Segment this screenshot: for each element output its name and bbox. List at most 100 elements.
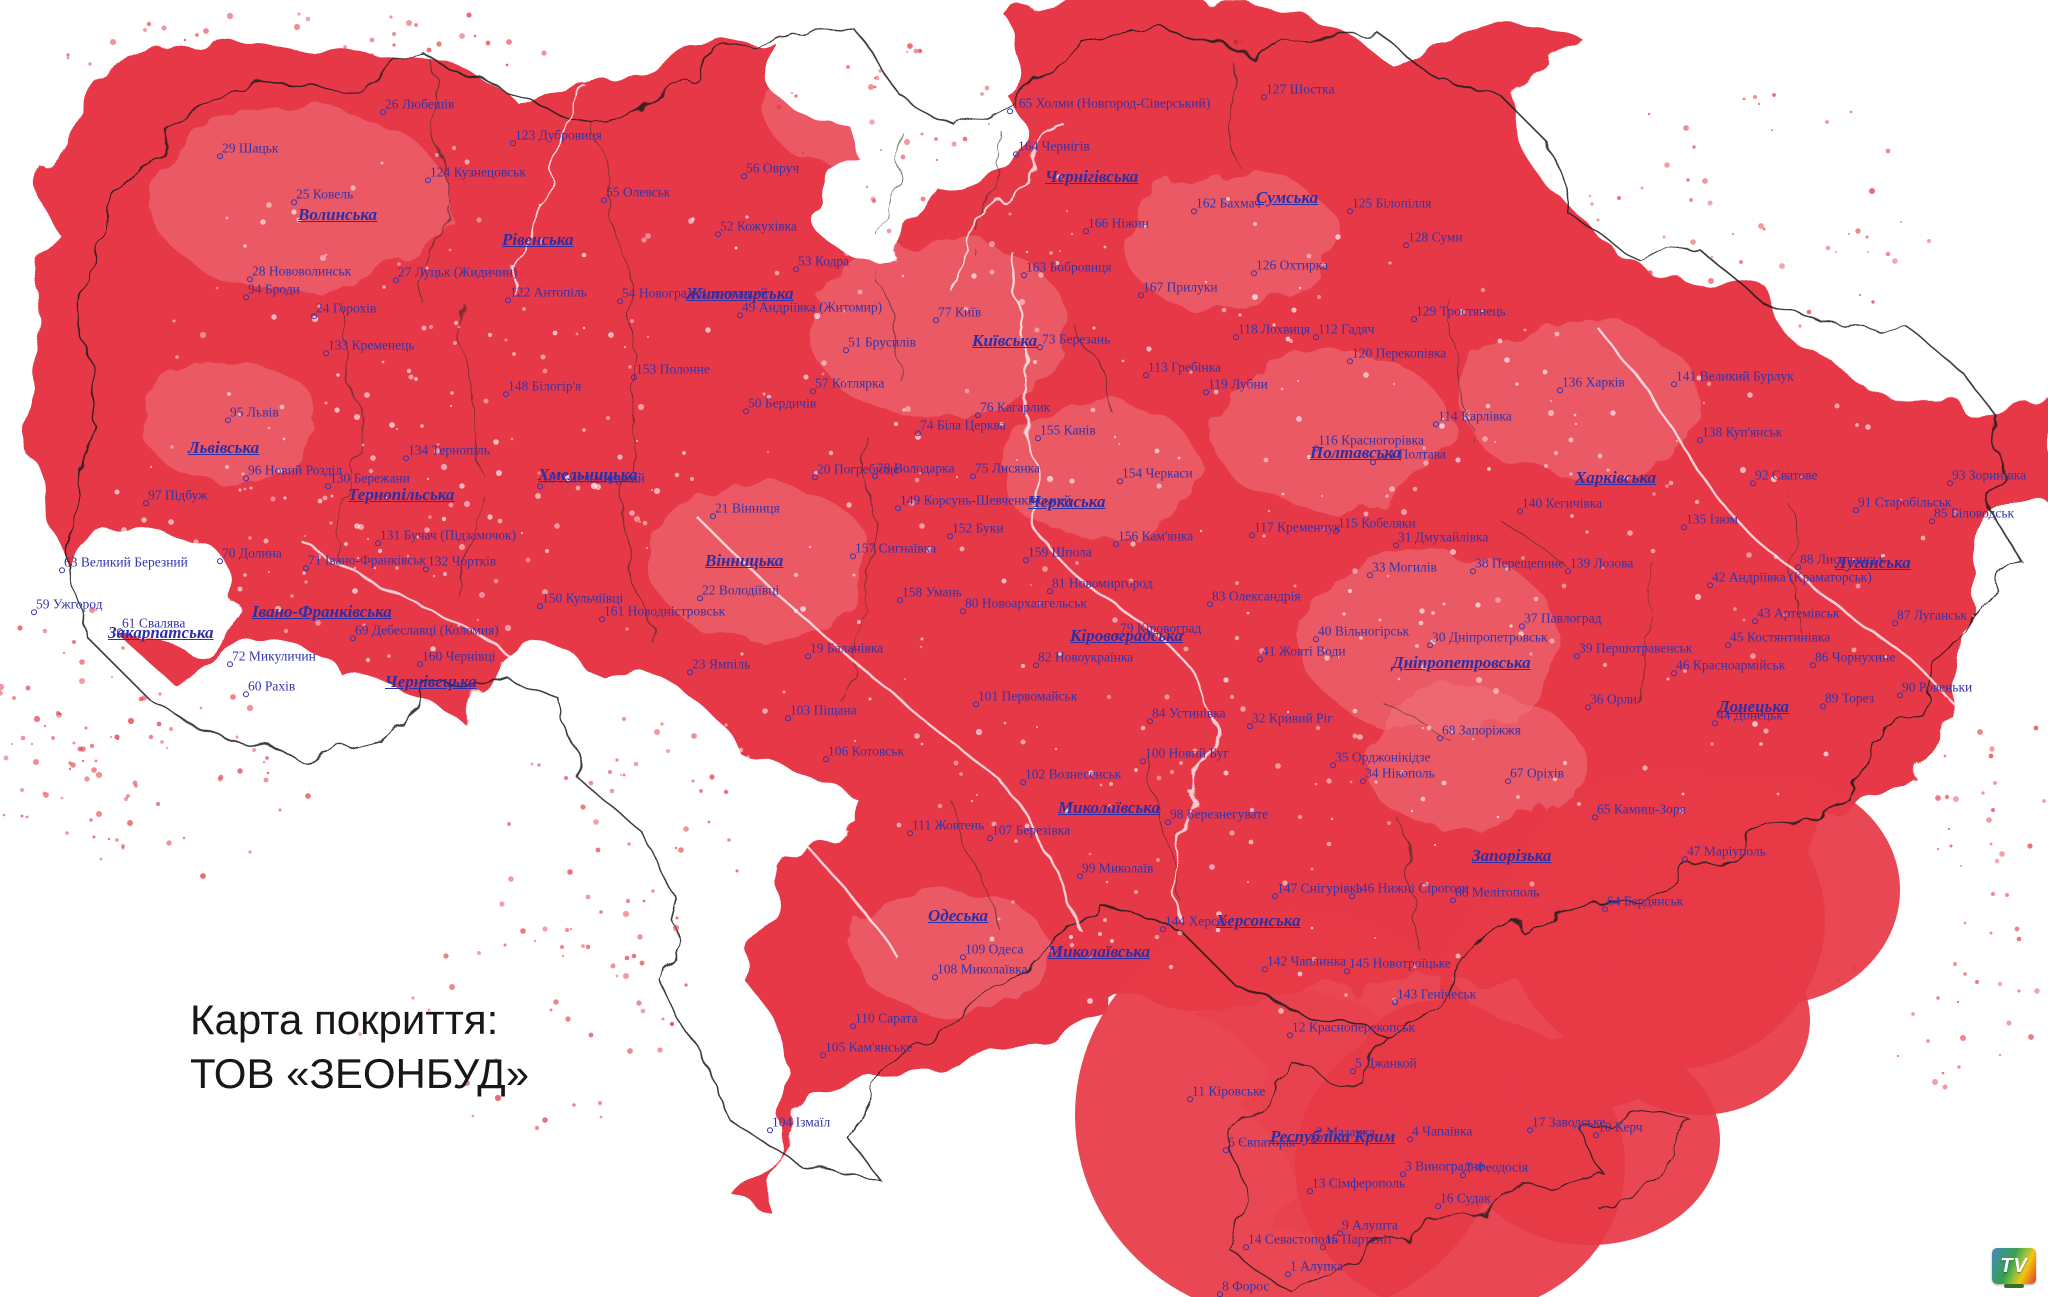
- site-label: 131 Бучач (Підзамочок): [374, 527, 517, 546]
- site-label: 69 Дебеславці (Коломия): [350, 622, 499, 641]
- site-label: 161 Новодністровськ: [598, 603, 726, 622]
- site-label: 31 Дмухайлівка: [1392, 529, 1489, 548]
- oblast-label: Тернопільська: [348, 485, 455, 504]
- site-label: 1 Алупка: [1285, 1258, 1343, 1277]
- oblast-label: Черкаська: [1028, 492, 1106, 511]
- site-label: 8 Форос: [1216, 1278, 1270, 1297]
- site-label: 9 Алушта: [1337, 1217, 1398, 1236]
- site-label: 89 Торез: [1819, 690, 1875, 709]
- site-label: 63 Великий Березний: [59, 554, 188, 573]
- site-label: 101 Первомайськ: [972, 688, 1078, 707]
- site-label: 110 Сарата: [850, 1010, 918, 1029]
- oblast-label: Полтавська: [1310, 443, 1402, 462]
- site-label: 7 Феодосія: [1459, 1159, 1529, 1178]
- tv-logo-text: TV: [2000, 1254, 2028, 1277]
- site-label: 65 Камиш-Зоря: [1592, 801, 1686, 820]
- site-label: 103 Піщана: [785, 702, 857, 721]
- site-label: 24 Горохів: [310, 300, 377, 319]
- site-label: 21 Вінниця: [710, 500, 780, 519]
- site-label: 56 Овруч: [740, 160, 800, 179]
- site-label: 104 Ізмаїл: [766, 1114, 831, 1133]
- site-label: 147 Снігурівка: [1271, 880, 1363, 899]
- site-label: 37 Павлоград: [1518, 610, 1602, 629]
- site-label: 46 Красноармійськ: [1670, 657, 1786, 676]
- site-label: 35 Орджонікідзе: [1329, 749, 1431, 768]
- site-label: 44 Донецьк: [1712, 707, 1783, 726]
- site-label: 108 Миколаївка: [932, 961, 1028, 980]
- oblast-label: Донецька: [1718, 697, 1790, 716]
- oblast-label: Сумська: [1256, 188, 1319, 207]
- oblast-label: Кіровоградська: [1070, 626, 1183, 645]
- site-label: 164 Чернігів: [1013, 138, 1090, 157]
- site-label: 52 Кожухівка: [715, 218, 797, 237]
- site-label: 57 Котлярка: [809, 375, 885, 394]
- site-label: 128 Суми: [1403, 229, 1463, 248]
- site-label: 117 Кременчук: [1249, 519, 1341, 538]
- oblast-label: Луганська: [1835, 553, 1911, 572]
- site-label: 154 Черкаси: [1117, 465, 1193, 484]
- site-label: 6 Євпаторія: [1222, 1134, 1296, 1153]
- site-label: 22 Володіївці: [696, 582, 780, 601]
- site-label: 121 Полтава: [1370, 446, 1446, 465]
- site-label: 36 Орли: [1584, 691, 1638, 710]
- site-label: 39 Першотравенськ: [1573, 640, 1693, 659]
- site-label: 92 Сватове: [1749, 467, 1818, 486]
- site-label: 79 Кіровоград: [1114, 620, 1202, 639]
- oblast-label: Запорізька: [1472, 846, 1552, 865]
- site-label: 167 Прилуки: [1138, 279, 1218, 298]
- site-label: 159 Шпола: [1023, 544, 1092, 563]
- site-label: 68 Запоріжжя: [1437, 722, 1521, 741]
- site-label: 3 Виноградне: [1400, 1158, 1484, 1177]
- oblast-label: Чернігівська: [1045, 167, 1139, 186]
- site-label: 17 Заводське: [1527, 1114, 1606, 1133]
- site-label: 109 Одеса: [960, 941, 1024, 960]
- oblast-label: Закарпатська: [108, 623, 214, 642]
- site-label: 33 Могилів: [1367, 559, 1437, 578]
- site-label: 148 Білогір'я: [502, 378, 582, 397]
- site-label: 132 Чортків: [422, 553, 497, 572]
- site-label: 60 Рахів: [242, 678, 296, 697]
- site-label: 118 Лохвиця: [1232, 321, 1311, 340]
- site-label: 43 Артемівськ: [1751, 605, 1840, 624]
- site-label: 40 Вільногірськ: [1312, 623, 1410, 642]
- site-label: 64 Бердянськ: [1601, 893, 1684, 912]
- site-label: 153 Полонне: [631, 361, 710, 380]
- site-label: 11 Кіровське: [1186, 1083, 1266, 1102]
- site-label: 90 Ровеньки: [1896, 679, 1973, 698]
- site-label: 10 Керч: [1593, 1119, 1643, 1138]
- site-label: 98 Березнегувате: [1164, 806, 1269, 825]
- site-label: 100 Новий Буг: [1139, 745, 1230, 764]
- site-label: 5 Джанкой: [1350, 1055, 1417, 1074]
- site-label: 4 Чапаївка: [1406, 1123, 1473, 1142]
- site-label: 51 Брусилів: [842, 334, 917, 353]
- site-label: 94 Броди: [243, 281, 300, 300]
- site-label: 150 Кульчіївці: [536, 590, 624, 609]
- site-label: 127 Шостка: [1261, 81, 1335, 100]
- site-label: 141 Великий Бурлук: [1671, 368, 1794, 387]
- site-label: 81 Новомиргород: [1047, 575, 1153, 594]
- site-label: 72 Микуличин: [227, 648, 316, 667]
- site-label: 134 Тернопіль: [403, 442, 490, 461]
- map-title-line2: ТОВ «ЗЕОНБУД»: [190, 1049, 530, 1097]
- site-label: 165 Холми (Новгород-Сіверський): [1006, 95, 1211, 114]
- site-label: 133 Кременець: [323, 337, 415, 356]
- site-label: 54 Новоград-Волинський: [617, 285, 768, 304]
- oblast-label: Рівенська: [502, 230, 574, 249]
- site-label: 71 Івано-Франківськ: [303, 552, 426, 571]
- site-label: 107 Березівка: [986, 822, 1071, 841]
- site-label: 2 Мазанка: [1310, 1124, 1376, 1143]
- site-label: 119 Лубни: [1203, 376, 1268, 395]
- oblast-label: Івано-Франківська: [252, 602, 392, 621]
- site-label: 96 Новий Розділ: [243, 462, 342, 481]
- tv-logo: TV: [1992, 1248, 2036, 1288]
- site-label: 111 Жовтень: [906, 817, 985, 836]
- oblast-label: Львівська: [188, 438, 260, 457]
- site-label: 146 Нижні Сірогози: [1348, 880, 1470, 899]
- site-label: 78 Володарка: [872, 460, 955, 479]
- site-label: 30 Дніпропетровськ: [1427, 629, 1548, 648]
- site-label: 34 Нікополь: [1360, 765, 1435, 784]
- site-label: 55 Олевськ: [600, 184, 671, 203]
- site-label: 15 Партеніт: [1320, 1231, 1393, 1250]
- site-label: 99 Миколаїв: [1076, 860, 1154, 879]
